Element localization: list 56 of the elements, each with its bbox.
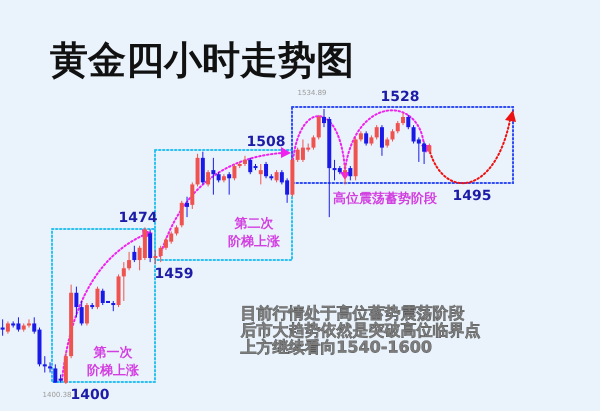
- candlestick: [348, 166, 352, 181]
- candlestick: [264, 161, 268, 179]
- candlestick: [242, 155, 247, 167]
- candlestick: [206, 170, 210, 187]
- annotation: 第二次阶梯上涨: [228, 216, 281, 250]
- text: 1528: [380, 89, 420, 105]
- candlestick: [84, 302, 89, 326]
- candlestick: [158, 245, 163, 263]
- annotation: 高位震荡蓄势阶段: [333, 190, 438, 206]
- candlestick: [385, 136, 390, 148]
- candlestick: [274, 170, 279, 183]
- candlestick: [190, 182, 194, 210]
- annotation: 1474: [118, 210, 158, 226]
- annotation: 后市大趋势依然是突破高位临界点: [239, 320, 480, 340]
- annotation: 上方继续看向1540-1600: [239, 338, 432, 356]
- candlestick: [343, 163, 348, 185]
- candlestick: [42, 356, 47, 374]
- candlestick: [406, 114, 410, 130]
- candlestick: [74, 286, 78, 318]
- candlestick: [427, 143, 432, 154]
- text: 1495: [452, 188, 492, 204]
- candlestick: [185, 196, 190, 218]
- candlestick: [174, 224, 178, 236]
- candlestick: [122, 262, 126, 302]
- candlestick: [6, 320, 10, 334]
- text: 1400: [70, 387, 110, 403]
- candlestick: [0, 318, 5, 336]
- candlestick: [358, 130, 363, 142]
- candlestick: [311, 134, 316, 150]
- candlestick: [80, 300, 84, 326]
- candlestick: [258, 163, 263, 185]
- candlestick: [390, 128, 394, 142]
- annotation: 1459: [154, 266, 194, 282]
- candlestick: [95, 286, 100, 310]
- candlestick: [132, 245, 136, 263]
- candlestick: [369, 134, 374, 146]
- candlestick: [127, 251, 132, 271]
- candlestick: [216, 172, 221, 183]
- candlestick: [48, 362, 52, 374]
- candlestick: [153, 249, 158, 265]
- candlestick: [227, 172, 232, 196]
- annotation: 第一次阶梯上涨: [87, 346, 140, 378]
- candlestick: [396, 120, 400, 134]
- candlestick: [111, 300, 116, 312]
- candlestick: [316, 114, 321, 140]
- candlestick: [232, 163, 236, 181]
- candlestick: [422, 140, 426, 164]
- candlestick: [364, 130, 368, 146]
- annotation: 目前行情处于高位蓄势震荡阶段: [240, 304, 466, 322]
- candlestick: [401, 112, 406, 126]
- candlestick: [374, 124, 379, 140]
- candlestick: [380, 124, 384, 156]
- chart-title: 黄金四小时走势图: [50, 38, 354, 82]
- candlestick: [180, 200, 184, 228]
- candlestick: [211, 157, 216, 196]
- annotation: 1508: [246, 134, 286, 150]
